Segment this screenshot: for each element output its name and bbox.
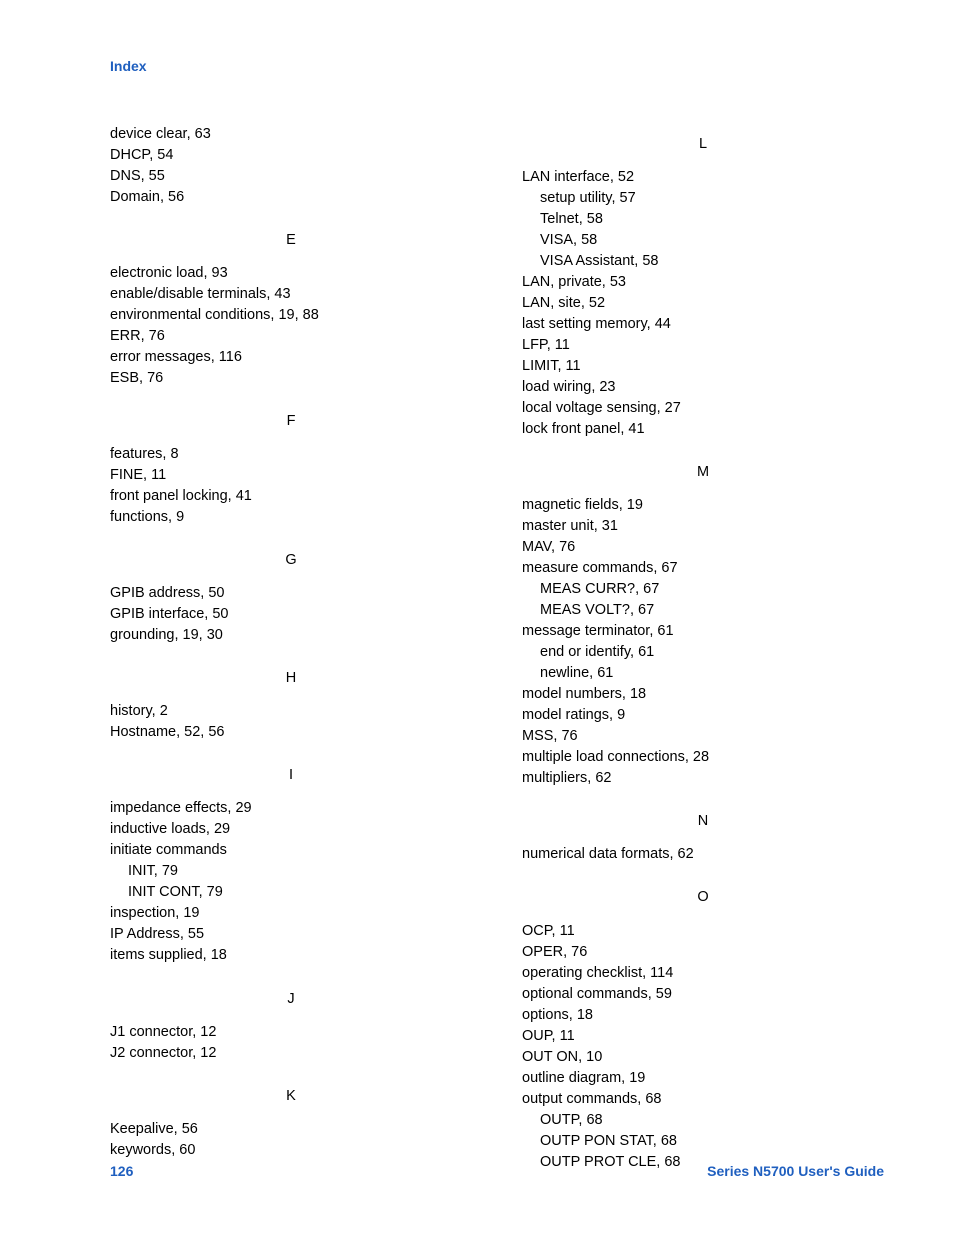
index-subentry: OUTP PON STAT, 68 [522,1131,884,1152]
index-entry: environmental conditions, 19, 88 [110,305,472,326]
page-number: 126 [110,1163,133,1179]
index-entry: multiple load connections, 28 [522,747,884,768]
index-entry: MAV, 76 [522,537,884,558]
index-subentry: INIT, 79 [110,861,472,882]
section-letter-n: N [522,811,884,832]
section-letter-k: K [110,1086,472,1107]
index-entry: functions, 9 [110,507,472,528]
index-entry: OUP, 11 [522,1026,884,1047]
index-entry: inductive loads, 29 [110,819,472,840]
index-subentry: INIT CONT, 79 [110,882,472,903]
index-entry: OUT ON, 10 [522,1047,884,1068]
index-entry: outline diagram, 19 [522,1068,884,1089]
index-entry: lock front panel, 41 [522,419,884,440]
index-entry: options, 18 [522,1005,884,1026]
page-header: Index [110,58,884,74]
index-entry: model ratings, 9 [522,705,884,726]
index-entry: DNS, 55 [110,166,472,187]
index-entry: initiate commands [110,840,472,861]
section-letter-l: L [522,134,884,155]
index-entry: history, 2 [110,701,472,722]
index-entry: error messages, 116 [110,347,472,368]
index-entry: local voltage sensing, 27 [522,398,884,419]
section-letter-i: I [110,765,472,786]
index-entry: Domain, 56 [110,187,472,208]
index-entry: OPER, 76 [522,942,884,963]
index-page: Index device clear, 63 DHCP, 54 DNS, 55 … [0,0,954,1235]
section-letter-e: E [110,230,472,251]
index-entry: LIMIT, 11 [522,356,884,377]
index-entry: items supplied, 18 [110,945,472,966]
index-entry: magnetic fields, 19 [522,495,884,516]
index-entry: FINE, 11 [110,465,472,486]
index-entry: front panel locking, 41 [110,486,472,507]
index-entry: LAN interface, 52 [522,167,884,188]
index-entry: Keepalive, 56 [110,1119,472,1140]
index-entry: model numbers, 18 [522,684,884,705]
index-entry: IP Address, 55 [110,924,472,945]
index-entry: inspection, 19 [110,903,472,924]
index-entry: LFP, 11 [522,335,884,356]
index-subentry: MEAS VOLT?, 67 [522,600,884,621]
index-entry: numerical data formats, 62 [522,844,884,865]
index-entry: impedance effects, 29 [110,798,472,819]
index-entry: features, 8 [110,444,472,465]
index-subentry: VISA, 58 [522,230,884,251]
section-letter-g: G [110,550,472,571]
index-entry: MSS, 76 [522,726,884,747]
index-entry: LAN, site, 52 [522,293,884,314]
left-column: device clear, 63 DHCP, 54 DNS, 55 Domain… [110,124,472,1173]
index-entry: measure commands, 67 [522,558,884,579]
index-entry: DHCP, 54 [110,145,472,166]
index-subentry: Telnet, 58 [522,209,884,230]
guide-title: Series N5700 User's Guide [707,1163,884,1179]
index-entry: ESB, 76 [110,368,472,389]
index-entry: ERR, 76 [110,326,472,347]
index-entry: optional commands, 59 [522,984,884,1005]
index-entry: keywords, 60 [110,1140,472,1161]
section-letter-j: J [110,989,472,1010]
section-letter-o: O [522,887,884,908]
index-entry: master unit, 31 [522,516,884,537]
index-entry: J2 connector, 12 [110,1043,472,1064]
index-subentry: newline, 61 [522,663,884,684]
index-columns: device clear, 63 DHCP, 54 DNS, 55 Domain… [110,124,884,1173]
section-letter-f: F [110,411,472,432]
index-entry: enable/disable terminals, 43 [110,284,472,305]
index-entry: GPIB address, 50 [110,583,472,604]
index-subentry: VISA Assistant, 58 [522,251,884,272]
index-entry: grounding, 19, 30 [110,625,472,646]
index-entry: GPIB interface, 50 [110,604,472,625]
section-letter-m: M [522,462,884,483]
index-subentry: MEAS CURR?, 67 [522,579,884,600]
index-entry: multipliers, 62 [522,768,884,789]
index-subentry: end or identify, 61 [522,642,884,663]
index-entry: OCP, 11 [522,921,884,942]
index-entry: output commands, 68 [522,1089,884,1110]
index-subentry: setup utility, 57 [522,188,884,209]
index-entry: Hostname, 52, 56 [110,722,472,743]
right-column: L LAN interface, 52 setup utility, 57 Te… [522,124,884,1173]
index-entry: device clear, 63 [110,124,472,145]
index-entry: J1 connector, 12 [110,1022,472,1043]
index-subentry: OUTP, 68 [522,1110,884,1131]
index-entry: electronic load, 93 [110,263,472,284]
index-entry: message terminator, 61 [522,621,884,642]
index-entry: LAN, private, 53 [522,272,884,293]
section-letter-h: H [110,668,472,689]
index-entry: last setting memory, 44 [522,314,884,335]
index-entry: operating checklist, 114 [522,963,884,984]
index-entry: load wiring, 23 [522,377,884,398]
page-footer: 126 Series N5700 User's Guide [110,1163,884,1179]
